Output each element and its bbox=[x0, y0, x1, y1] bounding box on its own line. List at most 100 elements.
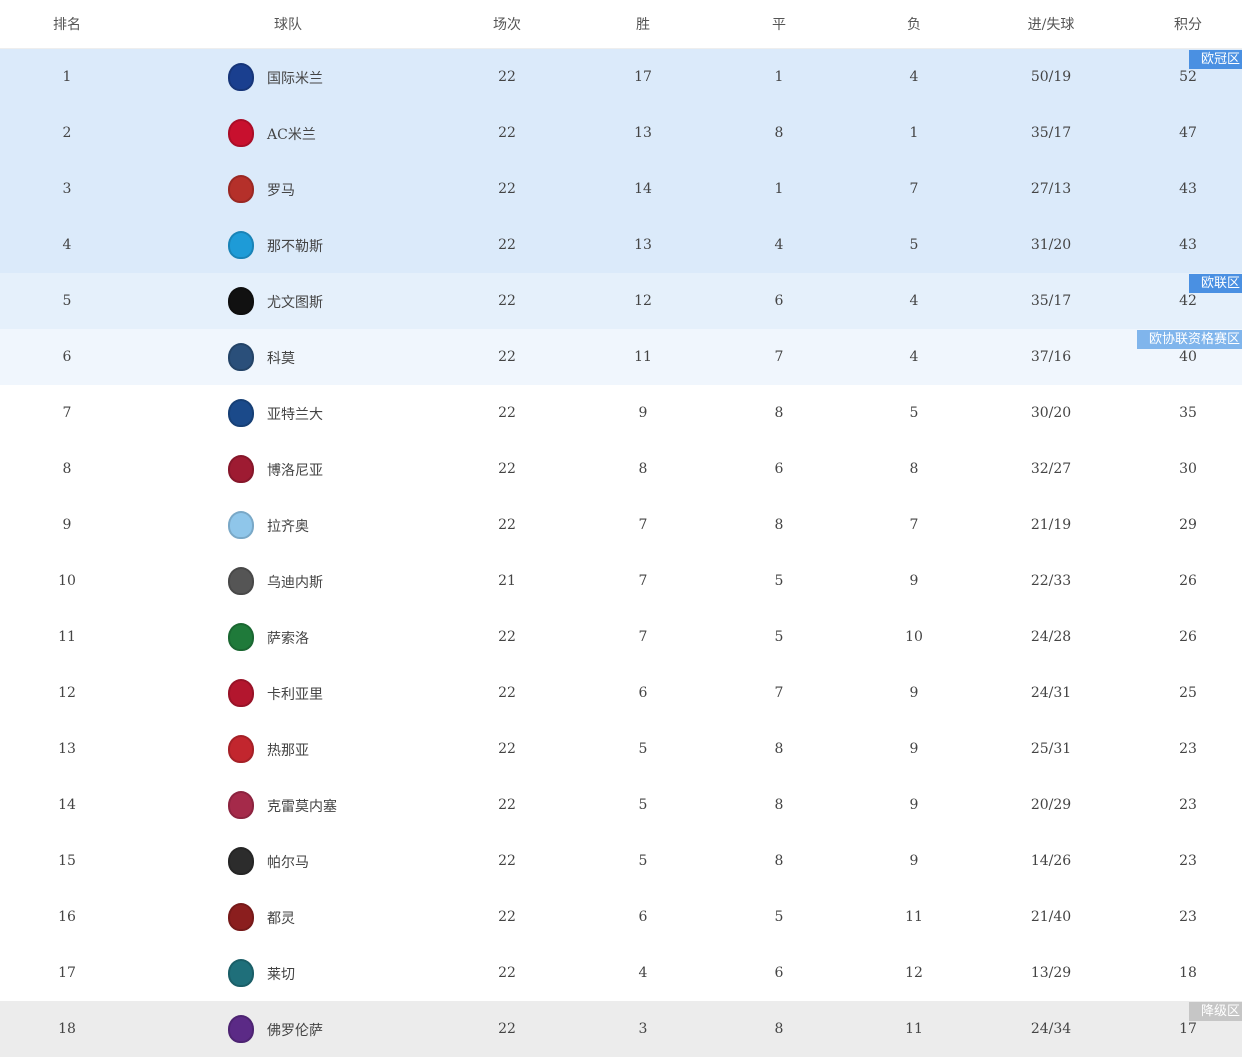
team-name[interactable]: 克雷莫内塞 bbox=[267, 799, 337, 815]
header-draws[interactable]: 平 bbox=[772, 17, 786, 33]
zone-badge-uecl: 欧协联资格赛区 bbox=[1136, 330, 1242, 349]
table-row[interactable]: 1 22 17 1 4 50/19 52 国际米兰 欧冠区 bbox=[0, 49, 1242, 105]
header-goals[interactable]: 进/失球 bbox=[1027, 17, 1075, 33]
header-rank[interactable]: 排名 bbox=[53, 17, 81, 33]
team-logo-icon bbox=[226, 733, 256, 765]
played-cell: 22 bbox=[498, 125, 516, 141]
draws-cell: 8 bbox=[774, 853, 784, 869]
table-row[interactable]: 5 22 12 6 4 35/17 42 尤文图斯 欧联区 bbox=[0, 273, 1242, 329]
table-row[interactable]: 15 22 5 8 9 14/26 23 帕尔马 bbox=[0, 833, 1242, 889]
team-name[interactable]: 乌迪内斯 bbox=[267, 575, 323, 591]
points-cell: 23 bbox=[1179, 909, 1197, 925]
table-row[interactable]: 16 22 6 5 11 21/40 23 都灵 bbox=[0, 889, 1242, 945]
table-row[interactable]: 8 22 8 6 8 32/27 30 博洛尼亚 bbox=[0, 441, 1242, 497]
points-cell: 26 bbox=[1179, 629, 1197, 645]
losses-cell: 4 bbox=[909, 293, 919, 309]
team-crest-icon bbox=[228, 175, 254, 203]
goals-cell: 37/16 bbox=[1030, 349, 1072, 365]
losses-cell: 9 bbox=[909, 573, 919, 589]
team-name[interactable]: 博洛尼亚 bbox=[267, 463, 323, 479]
team-name[interactable]: 卡利亚里 bbox=[267, 687, 323, 703]
table-row[interactable]: 12 22 6 7 9 24/31 25 卡利亚里 bbox=[0, 665, 1242, 721]
team-name[interactable]: 都灵 bbox=[267, 911, 295, 927]
points-cell: 35 bbox=[1179, 405, 1197, 421]
team-crest-icon bbox=[228, 567, 254, 595]
points-cell: 29 bbox=[1179, 517, 1197, 533]
table-row[interactable]: 10 21 7 5 9 22/33 26 乌迪内斯 bbox=[0, 553, 1242, 609]
wins-cell: 13 bbox=[634, 237, 652, 253]
team-logo-icon bbox=[226, 229, 256, 261]
team-crest-icon bbox=[228, 119, 254, 147]
wins-cell: 12 bbox=[634, 293, 652, 309]
points-cell: 26 bbox=[1179, 573, 1197, 589]
played-cell: 22 bbox=[498, 237, 516, 253]
goals-cell: 50/19 bbox=[1030, 69, 1072, 85]
wins-cell: 17 bbox=[634, 69, 652, 85]
table-row[interactable]: 7 22 9 8 5 30/20 35 亚特兰大 bbox=[0, 385, 1242, 441]
wins-cell: 5 bbox=[638, 741, 648, 757]
losses-cell: 1 bbox=[909, 125, 919, 141]
played-cell: 22 bbox=[498, 461, 516, 477]
team-crest-icon bbox=[228, 623, 254, 651]
wins-cell: 7 bbox=[638, 573, 648, 589]
table-row[interactable]: 13 22 5 8 9 25/31 23 热那亚 bbox=[0, 721, 1242, 777]
draws-cell: 7 bbox=[774, 349, 784, 365]
team-name[interactable]: AC米兰 bbox=[267, 127, 316, 143]
goals-cell: 24/34 bbox=[1030, 1021, 1072, 1037]
played-cell: 22 bbox=[498, 853, 516, 869]
team-logo-icon bbox=[226, 61, 256, 93]
table-row[interactable]: 4 22 13 4 5 31/20 43 那不勒斯 bbox=[0, 217, 1242, 273]
played-cell: 22 bbox=[498, 741, 516, 757]
losses-cell: 5 bbox=[909, 237, 919, 253]
team-name[interactable]: 尤文图斯 bbox=[267, 295, 323, 311]
table-row[interactable]: 17 22 4 6 12 13/29 18 莱切 bbox=[0, 945, 1242, 1001]
team-name[interactable]: 萨索洛 bbox=[267, 631, 309, 647]
team-crest-icon bbox=[228, 959, 254, 987]
draws-cell: 6 bbox=[774, 293, 784, 309]
wins-cell: 5 bbox=[638, 853, 648, 869]
team-name[interactable]: 热那亚 bbox=[267, 743, 309, 759]
losses-cell: 10 bbox=[905, 629, 923, 645]
played-cell: 22 bbox=[498, 1021, 516, 1037]
rank-cell: 16 bbox=[58, 909, 76, 925]
table-row[interactable]: 2 22 13 8 1 35/17 47 AC米兰 bbox=[0, 105, 1242, 161]
played-cell: 22 bbox=[498, 69, 516, 85]
table-row[interactable]: 9 22 7 8 7 21/19 29 拉齐奥 bbox=[0, 497, 1242, 553]
team-name[interactable]: 拉齐奥 bbox=[267, 519, 309, 535]
team-logo-icon bbox=[226, 677, 256, 709]
points-cell: 47 bbox=[1179, 125, 1197, 141]
draws-cell: 1 bbox=[774, 69, 784, 85]
team-logo-icon bbox=[226, 453, 256, 485]
header-played[interactable]: 场次 bbox=[493, 17, 521, 33]
draws-cell: 7 bbox=[774, 685, 784, 701]
goals-cell: 21/40 bbox=[1030, 909, 1072, 925]
header-losses[interactable]: 负 bbox=[907, 17, 921, 33]
rank-cell: 6 bbox=[62, 349, 72, 365]
goals-cell: 24/28 bbox=[1030, 629, 1072, 645]
team-logo-icon bbox=[226, 1013, 256, 1045]
table-row[interactable]: 6 22 11 7 4 37/16 40 科莫 欧协联资格赛区 bbox=[0, 329, 1242, 385]
points-cell: 17 bbox=[1179, 1021, 1197, 1037]
table-row[interactable]: 18 22 3 8 11 24/34 17 佛罗伦萨 降级区 bbox=[0, 1001, 1242, 1057]
wins-cell: 3 bbox=[638, 1021, 648, 1037]
team-name[interactable]: 帕尔马 bbox=[267, 855, 309, 871]
losses-cell: 7 bbox=[909, 517, 919, 533]
team-name[interactable]: 亚特兰大 bbox=[267, 407, 323, 423]
header-wins[interactable]: 胜 bbox=[636, 17, 650, 33]
losses-cell: 4 bbox=[909, 69, 919, 85]
team-name[interactable]: 佛罗伦萨 bbox=[267, 1023, 323, 1039]
table-row[interactable]: 14 22 5 8 9 20/29 23 克雷莫内塞 bbox=[0, 777, 1242, 833]
draws-cell: 8 bbox=[774, 1021, 784, 1037]
team-name[interactable]: 罗马 bbox=[267, 183, 295, 199]
team-name[interactable]: 那不勒斯 bbox=[267, 239, 323, 255]
table-row[interactable]: 11 22 7 5 10 24/28 26 萨索洛 bbox=[0, 609, 1242, 665]
team-logo-icon bbox=[226, 957, 256, 989]
team-name[interactable]: 科莫 bbox=[267, 351, 295, 367]
points-cell: 23 bbox=[1179, 741, 1197, 757]
table-row[interactable]: 3 22 14 1 7 27/13 43 罗马 bbox=[0, 161, 1242, 217]
draws-cell: 8 bbox=[774, 797, 784, 813]
team-name[interactable]: 莱切 bbox=[267, 967, 295, 983]
team-name[interactable]: 国际米兰 bbox=[267, 71, 323, 87]
header-points[interactable]: 积分 bbox=[1174, 17, 1202, 33]
header-team[interactable]: 球队 bbox=[274, 17, 302, 33]
